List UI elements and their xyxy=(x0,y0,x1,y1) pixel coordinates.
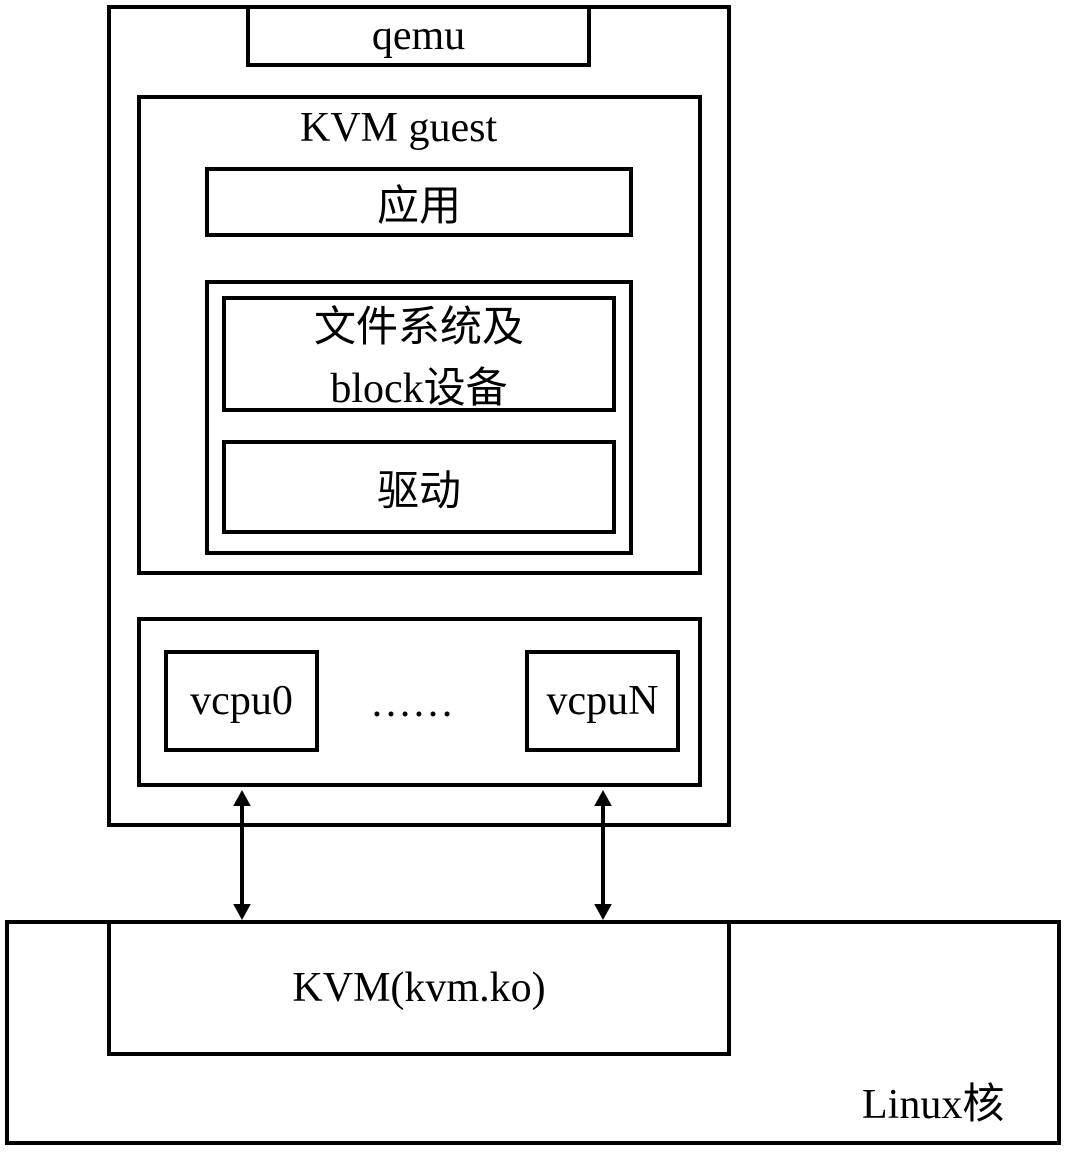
filesystem-label: 文件系统及 block设备 xyxy=(314,293,524,415)
vcpu0-box: vcpu0 xyxy=(164,650,319,752)
vcpun-label: vcpuN xyxy=(547,677,659,725)
application-label: 应用 xyxy=(377,172,461,233)
vcpu0-label: vcpu0 xyxy=(190,677,293,725)
application-box: 应用 xyxy=(205,167,633,237)
kvm-guest-label: KVM guest xyxy=(300,103,497,153)
driver-label: 驱动 xyxy=(377,457,461,518)
kvm-module-box: KVM(kvm.ko) xyxy=(107,920,731,1056)
arrow-vcpun-to-kvm xyxy=(585,772,621,938)
qemu-label-box: qemu xyxy=(246,5,591,67)
kvm-module-label: KVM(kvm.ko) xyxy=(292,964,545,1012)
qemu-label: qemu xyxy=(372,12,465,60)
filesystem-box: 文件系统及 block设备 xyxy=(222,296,616,412)
vcpu-ellipsis: …… xyxy=(370,678,454,728)
vcpun-box: vcpuN xyxy=(525,650,680,752)
linux-kernel-label: Linux核 xyxy=(862,1080,1004,1130)
filesystem-label-line1: 文件系统及 xyxy=(314,293,524,354)
driver-box: 驱动 xyxy=(222,440,616,534)
filesystem-label-line2: block设备 xyxy=(314,354,524,415)
arrow-vcpu0-to-kvm xyxy=(224,772,260,938)
